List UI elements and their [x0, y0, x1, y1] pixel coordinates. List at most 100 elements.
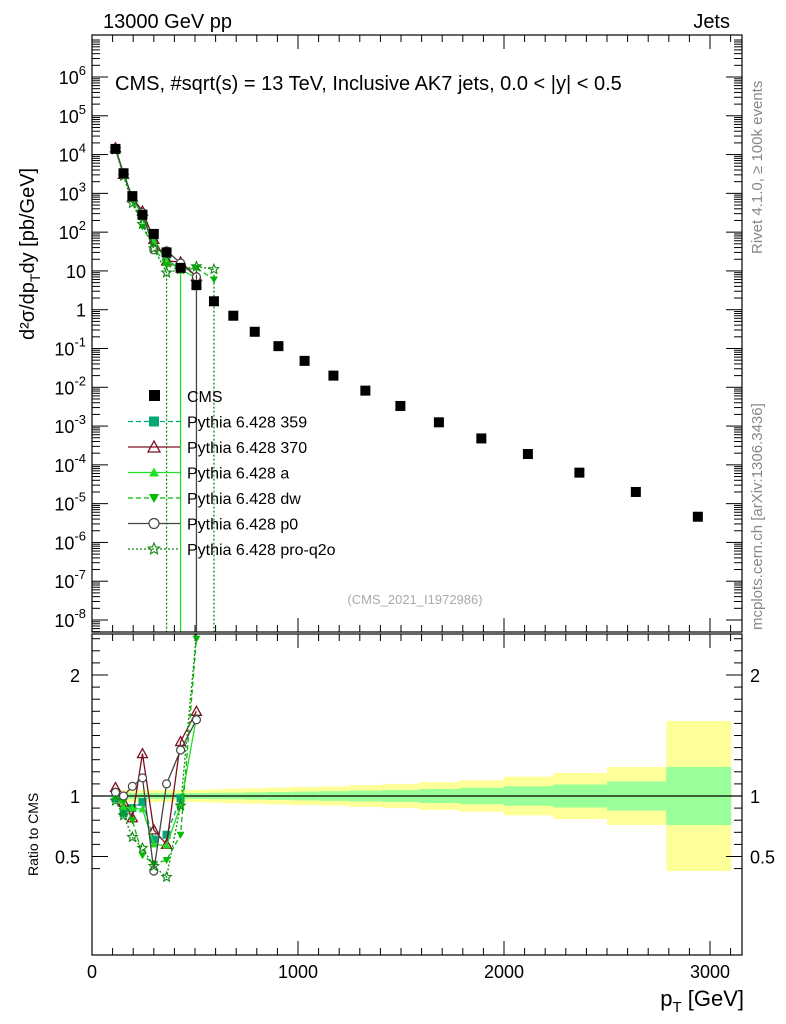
marker-star-open: [207, 262, 221, 275]
legend-entry: Pythia 6.428 359: [128, 415, 307, 432]
y-tick-label-base: 10: [59, 68, 79, 88]
x-axis-title-sub: T: [672, 999, 681, 1016]
marker-triangle-open: [147, 823, 160, 835]
marker-star-open: [109, 794, 122, 807]
y-tick-label-main: 10: [66, 262, 86, 282]
x-axis-title: pT [GeV]: [660, 986, 744, 1016]
cms-data-point: [299, 355, 310, 366]
y-tick-label-base: 10: [54, 378, 74, 398]
y-tick-label-base: 10: [54, 340, 74, 360]
cms-data-point: [574, 467, 585, 478]
y-tick-label-base: 10: [59, 146, 79, 166]
marker-star-open: [147, 859, 160, 872]
legend-label: Pythia 6.428 359: [187, 415, 307, 432]
marker-circle-open: [191, 715, 202, 725]
marker-triangle: [138, 805, 147, 813]
plot-frames: [91, 34, 743, 956]
y-tick-label-main: 10-3: [54, 412, 86, 437]
legend-label: Pythia 6.428 a: [187, 466, 289, 483]
cms-data-point: [522, 449, 533, 460]
y-tick-label-base: 10: [54, 495, 74, 515]
y-tick-label-base: 1: [76, 301, 86, 321]
cms-data-point: [118, 168, 129, 179]
cms-data-point: [360, 385, 371, 396]
y-tick-label-main: 106: [59, 63, 86, 88]
y-tick-label-ratio-right: 0.5: [750, 848, 775, 868]
marker-square: [119, 808, 128, 817]
marker-circle-open: [137, 773, 148, 783]
cms-data-point: [395, 400, 406, 411]
cms-data-point: [175, 262, 186, 273]
legend-label: Pythia 6.428 p0: [187, 517, 298, 534]
y-tick-label-main: 102: [59, 218, 86, 243]
cms-data-point: [191, 280, 202, 291]
y-tick-label-main: 10-5: [54, 490, 86, 515]
x-tick-label: 3000: [690, 962, 730, 982]
y-tick-label-exp: 3: [79, 179, 86, 194]
legend-entry: Pythia 6.428 p0: [128, 517, 298, 534]
marker-triangle-open: [136, 747, 149, 759]
marker-square: [149, 416, 159, 427]
x-axis-title-tail: [GeV]: [682, 986, 744, 1011]
series-line: [114, 149, 215, 274]
y-tick-label-exp: -3: [74, 412, 86, 427]
y-tick-label-exp: 4: [79, 141, 86, 156]
analysis-id-label: (CMS_2021_I1972986): [347, 592, 482, 607]
legend-entry: Pythia 6.428 a: [128, 466, 289, 483]
y-tick-label-exp: -1: [74, 335, 86, 350]
y-tick-label-exp: -2: [74, 373, 86, 388]
legend-entry: Pythia 6.428 pro-q2o: [128, 541, 336, 559]
marker-triangle-down: [149, 494, 159, 503]
y-tick-label-main: 10-8: [54, 606, 86, 631]
data-series: [109, 141, 703, 883]
legend-label: CMS: [187, 389, 223, 406]
cms-data-point: [127, 191, 138, 202]
y-tick-label-base: 10: [54, 572, 74, 592]
series-line: [115, 638, 198, 865]
marker-circle-open: [127, 781, 137, 791]
y-tick-label-main: 10-4: [54, 451, 86, 476]
y-tick-label-main: 10-1: [54, 335, 86, 360]
series-main-pythia-6-428-359: [111, 144, 185, 274]
cms-data-point: [433, 417, 444, 428]
axis-ticks: [91, 35, 742, 955]
legend-label: Pythia 6.428 370: [187, 440, 307, 457]
cms-data-point: [110, 143, 121, 154]
x-axis-title-main: p: [660, 986, 672, 1011]
series-main-pythia-6-428-a: [111, 144, 201, 282]
marker-star-open: [160, 870, 173, 883]
y-axis-title-main-tail: dy [pb/GeV]: [17, 168, 39, 274]
marker-triangle: [162, 841, 171, 849]
marker-star-open: [126, 196, 139, 209]
y-tick-label-base: 10: [59, 107, 79, 127]
y-tick-label-ratio-right: 1: [750, 787, 760, 807]
series-line: [114, 148, 197, 278]
series-main-pythia-6-428-p0: [110, 143, 202, 282]
legend-label: Pythia 6.428 dw: [187, 491, 301, 508]
cms-data-point: [137, 209, 148, 220]
y-tick-label-base: 10: [59, 223, 79, 243]
marker-triangle-down: [162, 262, 171, 270]
y-tick-label-base: 10: [54, 533, 74, 553]
marker-square: [149, 835, 158, 844]
marker-square: [176, 794, 185, 803]
y-tick-label-base: 10: [66, 262, 86, 282]
plot-title: CMS, #sqrt(s) = 13 TeV, Inclusive AK7 je…: [115, 73, 622, 95]
cms-data-point: [148, 228, 159, 239]
y-axis-title-main-text: d²σ/dp: [17, 282, 39, 340]
marker-circle-open: [148, 517, 160, 530]
axis-tick-labels: 0 1000 2000 300010-810-710-610-510-410-310-…: [54, 63, 775, 982]
cms-data-point: [208, 296, 219, 307]
y-tick-label-exp: -6: [74, 528, 86, 543]
series-line: [114, 147, 197, 277]
marker-triangle: [119, 802, 128, 810]
main-plot-frame: [91, 34, 743, 633]
legend-entry: Pythia 6.428 370: [128, 439, 307, 457]
y-tick-label-ratio-left: 0.5: [55, 848, 80, 868]
series-main-pythia-6-428-370: [109, 141, 203, 282]
x-tick-label: 0: [87, 962, 97, 982]
marker-star-open: [147, 242, 160, 254]
x-tick-label: 2000: [484, 962, 524, 982]
marker-star-open: [146, 541, 162, 556]
